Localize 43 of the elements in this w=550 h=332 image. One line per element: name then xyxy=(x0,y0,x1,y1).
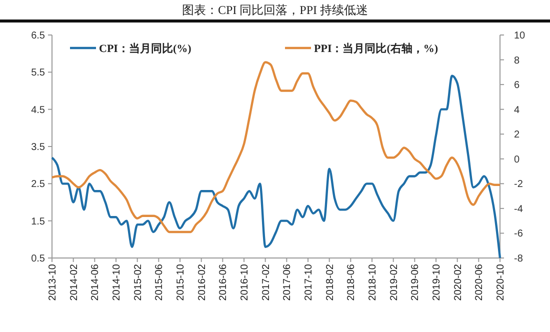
y2-tick-label: 0 xyxy=(514,154,520,166)
y2-tick-label: -2 xyxy=(514,179,524,190)
y2-tick-label: -6 xyxy=(514,228,524,240)
y-tick-label: 4.5 xyxy=(31,104,46,116)
y2-tick-label: 10 xyxy=(514,30,526,42)
y-tick-label: 1.5 xyxy=(31,216,46,228)
x-tick-label: 2020-10 xyxy=(496,264,506,301)
y-tick-label: 5.5 xyxy=(31,68,46,79)
x-tick-label: 2019-06 xyxy=(410,264,422,301)
legend-label: PPI：当月同比(右轴，%) xyxy=(314,42,438,55)
x-tick-label: 2013-10 xyxy=(48,264,58,301)
x-tick-label: 2017-02 xyxy=(260,264,272,301)
x-tick-label: 2020-02 xyxy=(452,264,464,301)
y2-tick-label: 4 xyxy=(514,104,520,116)
y2-tick-label: 2 xyxy=(514,130,520,141)
line-series xyxy=(50,61,502,234)
x-tick-label: 2016-10 xyxy=(240,264,250,301)
x-tick-label: 2019-10 xyxy=(432,264,442,301)
x-tick-label: 2019-02 xyxy=(388,264,400,301)
x-tick-label: 2015-02 xyxy=(132,264,144,301)
x-tick-label: 2018-02 xyxy=(324,264,336,301)
legend-label: CPI：当月同比(%) xyxy=(99,42,192,55)
y2-tick-label: 6 xyxy=(514,80,520,92)
x-tick-label: 2016-06 xyxy=(218,264,230,301)
x-tick-label: 2014-02 xyxy=(68,264,80,301)
x-tick-label: 2014-06 xyxy=(90,264,102,301)
x-tick-label: 2014-10 xyxy=(112,264,122,301)
x-tick-label: 2017-06 xyxy=(282,264,294,301)
x-tick-label: 2018-10 xyxy=(368,264,378,301)
x-tick-label: 2016-02 xyxy=(196,264,208,301)
y-tick-label: 3.5 xyxy=(31,142,46,153)
x-tick-label: 2020-06 xyxy=(474,264,486,301)
x-tick-label: 2015-10 xyxy=(176,264,186,301)
y-tick-label: 6.5 xyxy=(31,30,46,42)
x-tick-label: 2018-06 xyxy=(346,264,358,301)
x-tick-label: 2015-06 xyxy=(154,264,166,301)
y-tick-label: 0.5 xyxy=(31,254,46,264)
y2-tick-label: -8 xyxy=(514,254,524,264)
y-tick-label: 2.5 xyxy=(31,179,46,190)
y2-tick-label: 8 xyxy=(514,55,520,66)
chart-title: 图表：CPI 同比回落，PPI 持续低迷 xyxy=(182,3,368,17)
x-tick-label: 2017-10 xyxy=(304,264,314,301)
y2-tick-label: -4 xyxy=(514,204,524,215)
